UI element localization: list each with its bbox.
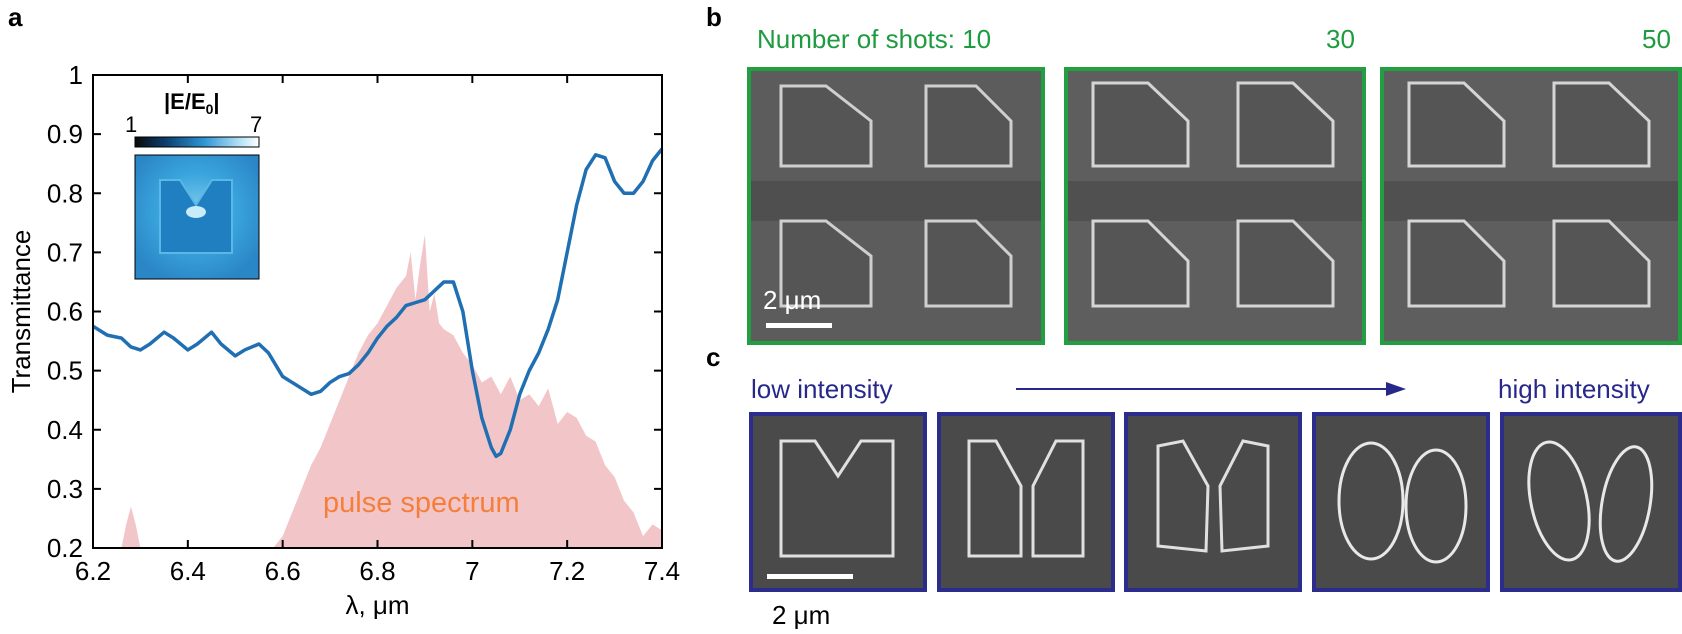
x-tick-label: 6.8 (359, 556, 395, 586)
inset-scale-max: 7 (250, 112, 262, 137)
shots-30-label: 30 (1326, 24, 1355, 54)
x-tick-label: 7 (465, 556, 479, 586)
y-tick-label: 0.8 (47, 178, 83, 208)
pulse-spectrum-area (93, 234, 662, 548)
shots-prefix-label: Number of shots: 10 (757, 24, 992, 54)
panel-label-b: b (706, 2, 722, 32)
sem-image-intensity-3 (1124, 412, 1302, 592)
field-map-hotspot (186, 206, 206, 218)
sem-structures (1068, 71, 1362, 341)
sem-image-intensity-4 (1312, 412, 1490, 592)
high-intensity-label: high intensity (1498, 374, 1650, 404)
x-tick-label: 6.6 (265, 556, 301, 586)
scalebar-label-b: 2 μm (763, 285, 822, 315)
scalebar-c (767, 574, 853, 579)
y-tick-label: 0.3 (47, 474, 83, 504)
x-tick-label: 6.2 (75, 556, 111, 586)
low-intensity-label: low intensity (751, 374, 893, 404)
field-map-inset: |E/E0| 1 7 (125, 89, 262, 280)
sem-image-intensity-1 (749, 412, 927, 592)
shots-50-label: 50 (1642, 24, 1671, 54)
sem-image-10-shots: 2 μm (747, 67, 1045, 345)
y-tick-label: 0.5 (47, 356, 83, 386)
sem-image-intensity-2 (937, 412, 1115, 592)
sem-structures (1384, 71, 1678, 341)
y-tick-label: 0.7 (47, 237, 83, 267)
inset-scale-min: 1 (125, 112, 137, 137)
x-tick-label: 7.2 (549, 556, 585, 586)
sem-image-30-shots (1064, 67, 1366, 345)
sem-image-intensity-5 (1500, 412, 1682, 592)
sem-structures (751, 71, 1041, 341)
y-tick-label: 1 (69, 60, 83, 90)
y-tick-label: 0.4 (47, 415, 83, 445)
y-tick-label: 0.2 (47, 533, 83, 563)
pulse-spectrum-label: pulse spectrum (323, 487, 520, 519)
x-axis-label: λ, μm (345, 590, 409, 620)
transmittance-line (92, 147, 664, 459)
colorbar (134, 136, 260, 148)
inset-title: |E/E0| (164, 89, 220, 117)
x-tick-label: 6.4 (170, 556, 206, 586)
transmittance-chart: 6.2 6.4 6.6 6.8 7 7.2 7.4 0.2 0.3 0.4 0.5 0.6 0.7 0.8… (6, 60, 680, 620)
sem-image-50-shots (1380, 67, 1682, 345)
scalebar-b (766, 323, 832, 328)
scalebar-label-c: 2 μm (772, 600, 831, 630)
y-tick-label: 0.6 (47, 297, 83, 327)
panel-label-a: a (8, 2, 23, 32)
y-axis-label: Transmittance (6, 230, 36, 394)
x-tick-label: 7.4 (644, 556, 680, 586)
panel-label-c: c (706, 342, 721, 372)
y-tick-label: 0.9 (47, 119, 83, 149)
